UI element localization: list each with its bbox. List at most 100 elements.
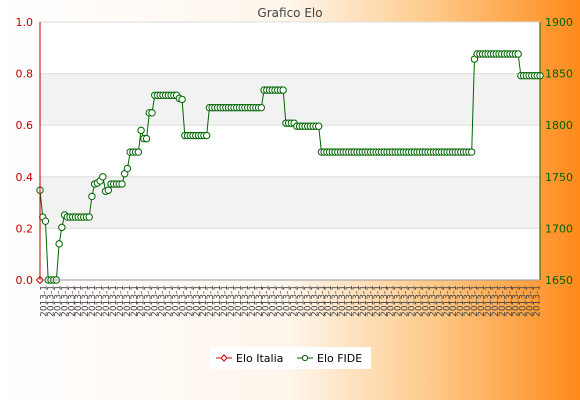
x-tick-label: 2013-1 — [164, 285, 174, 317]
x-tick-label: 2013-1 — [151, 285, 161, 317]
x-tick-label: 2013-1 — [373, 285, 383, 317]
x-tick-label: 2013-1 — [220, 285, 230, 317]
data-point-elo-fide — [137, 126, 145, 135]
x-tick-label: 2013-1 — [491, 285, 501, 317]
data-point-elo-fide — [55, 240, 63, 248]
x-tick-label: 2013-1 — [331, 285, 341, 317]
x-tick-label: 2013-1 — [317, 285, 327, 317]
left-tick-label: 0.2 — [16, 222, 34, 235]
right-tick-label: 1700 — [545, 222, 573, 235]
x-tick-label: 2013-1 — [338, 285, 348, 317]
x-tick-label: 2013-1 — [421, 285, 431, 317]
left-tick-label: 0.8 — [16, 68, 34, 81]
x-tick-label: 2013-1 — [428, 285, 438, 317]
plot-area — [40, 22, 540, 280]
data-point-elo-fide — [58, 223, 66, 232]
x-tick-label: 2013-1 — [401, 285, 411, 317]
data-point-elo-fide — [202, 131, 211, 140]
x-tick-label: 2013-1 — [248, 285, 258, 317]
right-tick-label: 1850 — [545, 68, 573, 81]
x-tick-label: 2013-1 — [359, 285, 369, 317]
left-axis-ticks: 0.0 0.2 0.4 0.6 0.8 1.0 — [16, 16, 34, 287]
x-tick-label: 2013-1 — [484, 285, 494, 317]
axes-layer — [39, 22, 541, 281]
data-point-elo-fide — [118, 180, 126, 188]
x-tick-label: 2013-1 — [123, 285, 133, 317]
data-point-elo-fide — [88, 192, 96, 201]
x-tick-label: 2013-1 — [345, 285, 355, 317]
x-axis-ticks: 2013-12013-12013-12013-12013-12013-12013… — [39, 285, 542, 317]
data-point-elo-fide — [123, 164, 132, 173]
x-tick-label: 2013-1 — [39, 285, 49, 317]
x-tick-label: 2013-1 — [310, 285, 320, 317]
x-tick-label: 2013-1 — [477, 285, 487, 317]
x-tick-label: 2013-1 — [178, 285, 188, 317]
x-tick-label: 2013-1 — [234, 285, 244, 317]
x-tick-label: 2013-1 — [53, 285, 63, 317]
data-point-elo-fide — [142, 134, 151, 143]
x-tick-label: 2013-1 — [470, 285, 480, 317]
data-point-elo-fide — [467, 148, 476, 156]
x-tick-label: 2013-1 — [352, 285, 362, 317]
right-axis-ticks: 1650 1700 1750 1800 1850 1900 — [545, 16, 573, 287]
x-tick-label: 2013-1 — [199, 285, 209, 317]
x-tick-label: 2013-1 — [255, 285, 265, 317]
x-tick-label: 2013-1 — [46, 285, 56, 317]
left-tick-label: 0.0 — [16, 274, 34, 287]
x-tick-label: 2013-1 — [276, 285, 286, 317]
data-point-elo-fide — [99, 173, 107, 181]
x-tick-label: 2013-1 — [130, 285, 140, 317]
series-layer — [35, 50, 544, 285]
x-tick-label: 2013-1 — [380, 285, 390, 317]
x-tick-label: 2013-1 — [241, 285, 251, 317]
x-tick-label: 2013-1 — [213, 285, 223, 317]
data-point-elo-fide — [134, 148, 143, 156]
legend-label-elo-italia: Elo Italia — [236, 352, 283, 365]
x-tick-label: 2013-1 — [171, 285, 181, 317]
legend-marker-elo-fide — [301, 354, 309, 362]
plot-band — [40, 73, 540, 126]
x-tick-label: 2013-1 — [185, 285, 195, 317]
chart-title: Grafico Elo — [257, 6, 322, 20]
x-tick-label: 2013-1 — [414, 285, 424, 317]
x-tick-label: 2013-1 — [505, 285, 515, 317]
x-tick-label: 2013-1 — [67, 285, 77, 317]
x-tick-label: 2013-1 — [449, 285, 459, 317]
x-tick-label: 2013-1 — [519, 285, 529, 317]
legend: Elo Italia Elo FIDE — [210, 347, 371, 369]
data-point-elo-fide — [85, 213, 93, 221]
data-point-elo-fide — [314, 122, 323, 130]
x-tick-label: 2013-1 — [366, 285, 376, 317]
x-tick-label: 2013-1 — [303, 285, 313, 317]
plot-band — [40, 22, 540, 74]
right-tick-label: 1900 — [545, 16, 573, 29]
x-tick-label: 2013-1 — [144, 285, 154, 317]
data-point-elo-fide — [148, 109, 156, 117]
x-tick-label: 2013-1 — [394, 285, 404, 317]
x-tick-label: 2013-1 — [463, 285, 473, 317]
x-tick-label: 2013-1 — [74, 285, 84, 317]
x-tick-label: 2013-1 — [533, 285, 543, 317]
x-tick-label: 2013-1 — [512, 285, 522, 317]
x-tick-label: 2013-1 — [158, 285, 168, 317]
x-tick-label: 2013-1 — [137, 285, 147, 317]
x-tick-label: 2013-1 — [227, 285, 237, 317]
left-tick-label: 0.4 — [16, 171, 34, 184]
right-tick-label: 1800 — [545, 119, 573, 132]
left-tick-label: 0.6 — [16, 119, 34, 132]
x-tick-label: 2013-1 — [262, 285, 272, 317]
x-tick-label: 2013-1 — [408, 285, 418, 317]
x-tick-label: 2013-1 — [95, 285, 105, 317]
x-tick-label: 2013-1 — [60, 285, 70, 317]
x-tick-label: 2013-1 — [289, 285, 299, 317]
plot-band — [40, 228, 540, 280]
left-tick-label: 1.0 — [16, 16, 34, 29]
x-tick-label: 2013-1 — [88, 285, 98, 317]
data-point-elo-fide — [104, 186, 113, 194]
x-tick-label: 2013-1 — [102, 285, 112, 317]
x-tick-label: 2013-1 — [526, 285, 536, 317]
x-tick-label: 2013-1 — [116, 285, 126, 317]
x-tick-label: 2013-1 — [109, 285, 119, 317]
